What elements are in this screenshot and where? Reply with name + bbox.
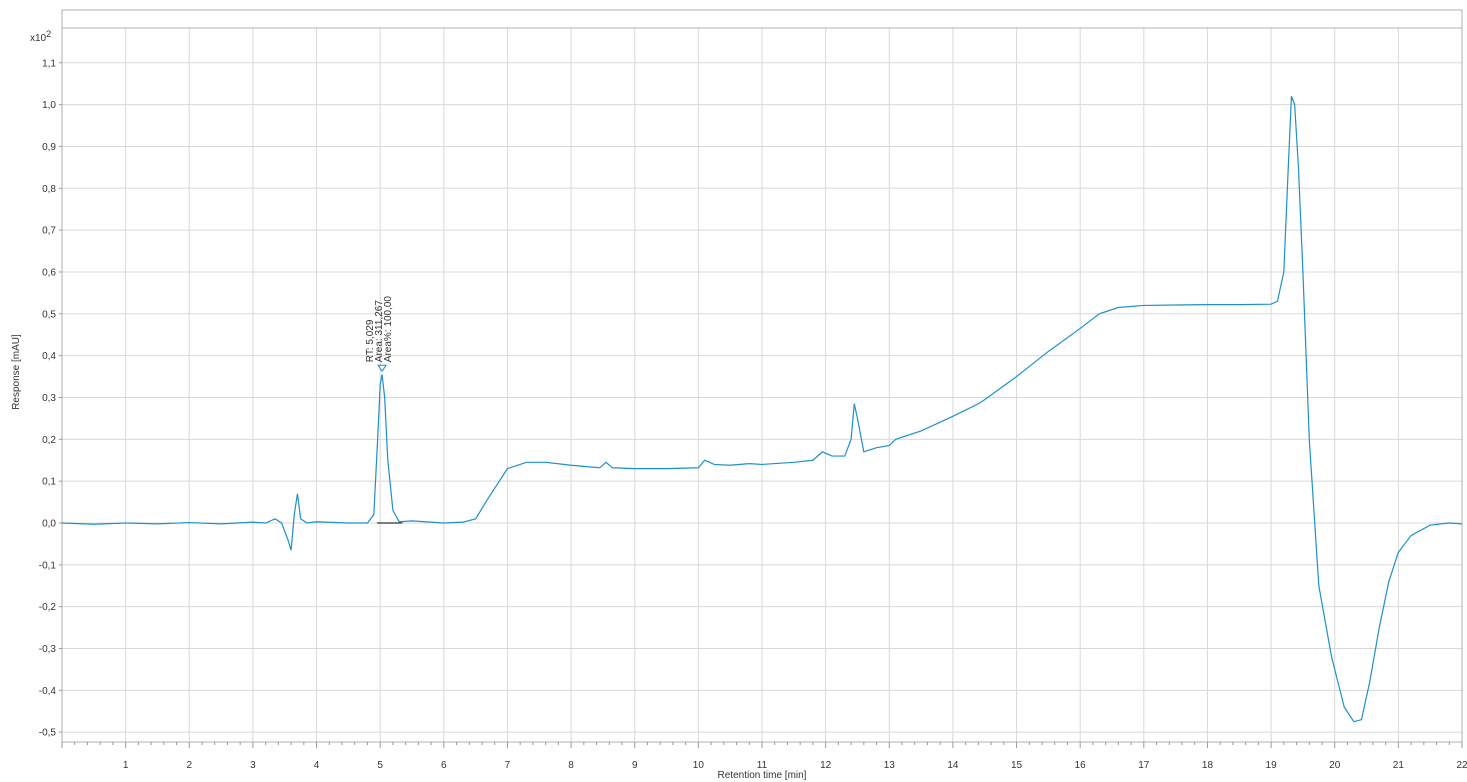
y-tick-label: 0,1 xyxy=(42,477,56,488)
x-tick-label: 3 xyxy=(250,760,256,771)
y-tick-label: 0,3 xyxy=(42,393,56,404)
y-tick-label: 0,7 xyxy=(42,226,56,237)
x-tick-label: 9 xyxy=(632,760,638,771)
y-tick-label: -0,2 xyxy=(39,602,57,613)
y-tick-label: 0,8 xyxy=(42,184,56,195)
x-tick-label: 5 xyxy=(377,760,383,771)
y-axis-title: Response [mAU] xyxy=(11,334,22,410)
y-axis-multiplier: x102 xyxy=(30,29,51,44)
y-tick-label: -0,1 xyxy=(39,560,57,571)
peak-annotation-line: RT: 5,029 xyxy=(365,319,376,362)
y-tick-label: -0,5 xyxy=(39,728,57,739)
y-tick-label: 1,0 xyxy=(42,100,56,111)
y-tick-label: 0,6 xyxy=(42,267,56,278)
x-tick-label: 22 xyxy=(1456,760,1467,771)
x-tick-label: 11 xyxy=(757,760,768,771)
x-tick-label: 21 xyxy=(1393,760,1405,771)
y-axis-ticks: -0,5 -0,4 -0,3 -0,2 -0,1 0,0 0,1 0,2 0,3 0,4 0,5 0,… xyxy=(39,58,62,739)
y-tick-label: 0,4 xyxy=(42,351,56,362)
x-tick-label: 13 xyxy=(884,760,896,771)
y-tick-label: 0,2 xyxy=(42,435,56,446)
x-tick-label: 20 xyxy=(1329,760,1341,771)
y-tick-label: 0,5 xyxy=(42,309,56,320)
x-tick-label: 17 xyxy=(1138,760,1150,771)
y-tick-label: -0,4 xyxy=(39,686,57,697)
x-tick-label: 8 xyxy=(568,760,574,771)
y-tick-label: 0,0 xyxy=(42,519,56,530)
x-tick-label: 1 xyxy=(123,760,129,771)
y-multiplier-exponent: 2 xyxy=(46,29,51,39)
x-tick-label: 2 xyxy=(186,760,192,771)
y-tick-label: 1,1 xyxy=(42,58,56,69)
x-axis-ticks: 1 2 3 4 5 6 7 8 9 10 11 12 13 14 15 16 17 18 19 20 21 22 xyxy=(61,742,1467,771)
x-tick-label: 6 xyxy=(441,760,447,771)
series-line xyxy=(61,96,1463,723)
x-tick-label: 16 xyxy=(1075,760,1087,771)
x-tick-label: 12 xyxy=(820,760,832,771)
peak-annotation-line: Area%: 100,00 xyxy=(383,296,394,363)
x-tick-label: 10 xyxy=(693,760,705,771)
peak-marker-icon xyxy=(377,364,388,373)
x-tick-label: 4 xyxy=(314,760,320,771)
y-tick-label: -0,3 xyxy=(39,644,57,655)
peak-annotation-line: Area: 311,267 xyxy=(374,300,385,363)
y-multiplier-base: x10 xyxy=(30,33,47,44)
x-axis-title: Retention time [min] xyxy=(718,770,807,781)
x-tick-label: 19 xyxy=(1266,760,1278,771)
grid xyxy=(62,28,1463,742)
x-tick-label: 18 xyxy=(1202,760,1214,771)
y-tick-label: 0,9 xyxy=(42,142,56,153)
x-tick-label: 14 xyxy=(947,760,959,771)
x-tick-label: 15 xyxy=(1011,760,1023,771)
x-tick-label: 7 xyxy=(505,760,511,771)
